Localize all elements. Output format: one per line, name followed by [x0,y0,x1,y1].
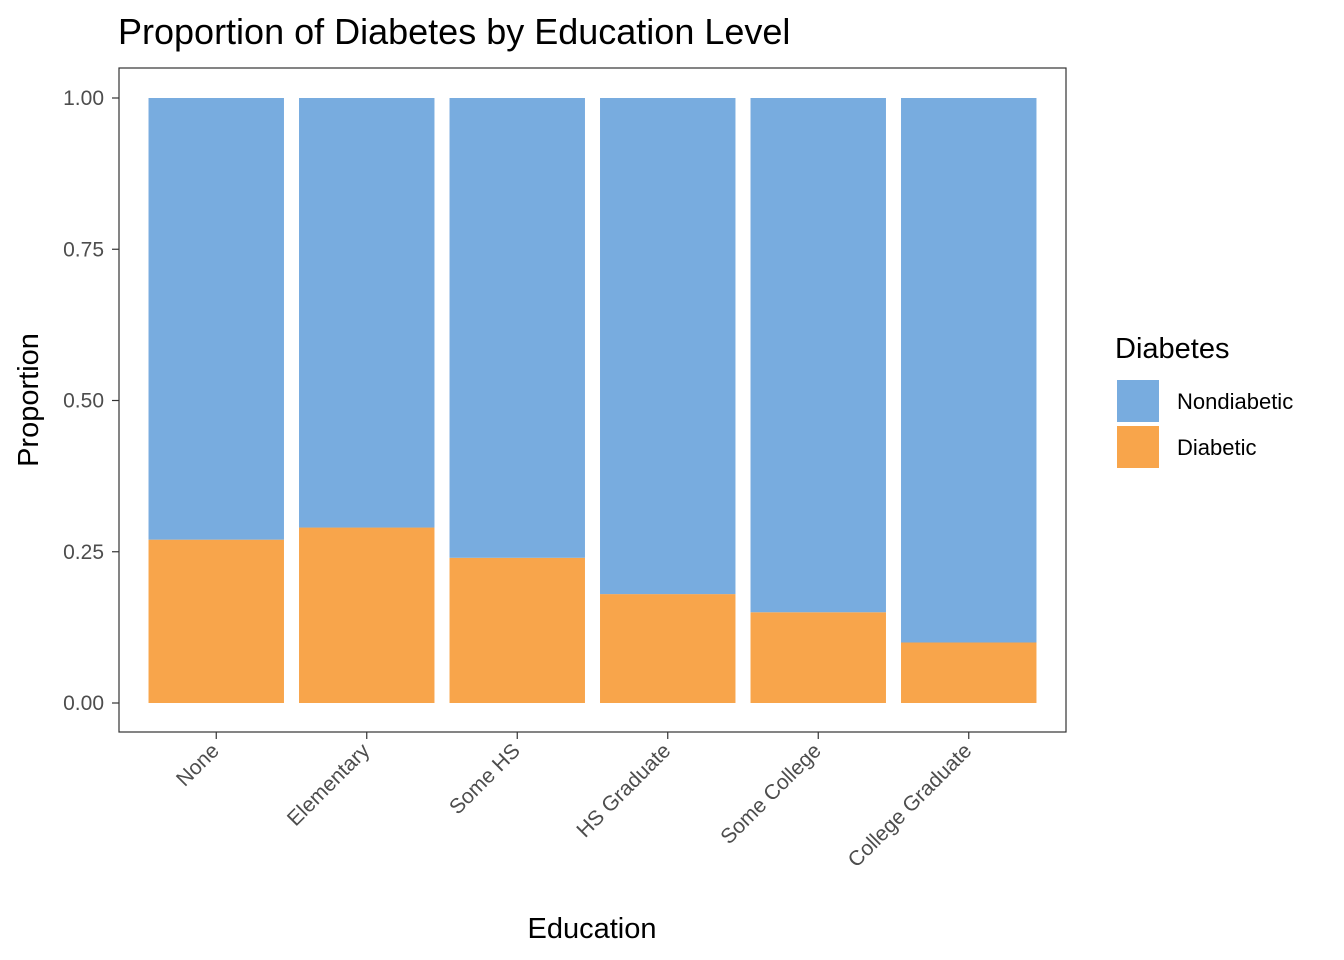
legend-title: Diabetes [1115,333,1229,365]
legend-label-nondiabetic: Nondiabetic [1177,389,1293,414]
y-tick-label: 0.25 [63,541,104,564]
bar-diabetic-some-college [750,612,886,703]
y-tick-label: 0.75 [63,238,104,261]
y-tick-label: 0.00 [63,692,104,715]
x-tick-label: Some HS [445,739,525,819]
bars-layer [148,98,1037,703]
legend-key-diabetic [1117,426,1159,468]
bar-diabetic-some-hs [449,557,585,703]
x-tick-label: College Graduate [844,739,977,872]
bar-nondiabetic-some-college [750,98,886,613]
y-axis: 0.00 0.25 0.50 0.75 1.00 [63,87,119,715]
bar-nondiabetic-elementary [299,98,435,528]
y-axis-title: Proportion [13,333,45,467]
bar-diabetic-hs-graduate [600,594,736,703]
legend: Diabetes Nondiabetic Diabetic [1115,333,1293,468]
x-axis-title: Education [528,913,657,945]
x-tick-label: None [172,739,224,791]
chart-title: Proportion of Diabetes by Education Leve… [118,11,790,52]
bar-nondiabetic-some-hs [449,98,585,558]
legend-label-diabetic: Diabetic [1177,435,1256,460]
y-tick-label: 0.50 [63,390,104,413]
bar-nondiabetic-hs-graduate [600,98,736,595]
bar-diabetic-none [148,539,284,703]
x-axis: None Elementary Some HS HS Graduate Some Col… [172,732,976,872]
bar-nondiabetic-college-graduate [901,98,1037,643]
bar-diabetic-college-graduate [901,642,1037,703]
bar-diabetic-elementary [299,527,435,703]
y-tick-label: 1.00 [63,87,104,110]
x-tick-label: HS Graduate [572,739,675,842]
legend-key-nondiabetic [1117,380,1159,422]
bar-nondiabetic-none [148,98,284,540]
x-tick-label: Elementary [283,739,375,831]
x-tick-label: Some College [716,739,826,849]
